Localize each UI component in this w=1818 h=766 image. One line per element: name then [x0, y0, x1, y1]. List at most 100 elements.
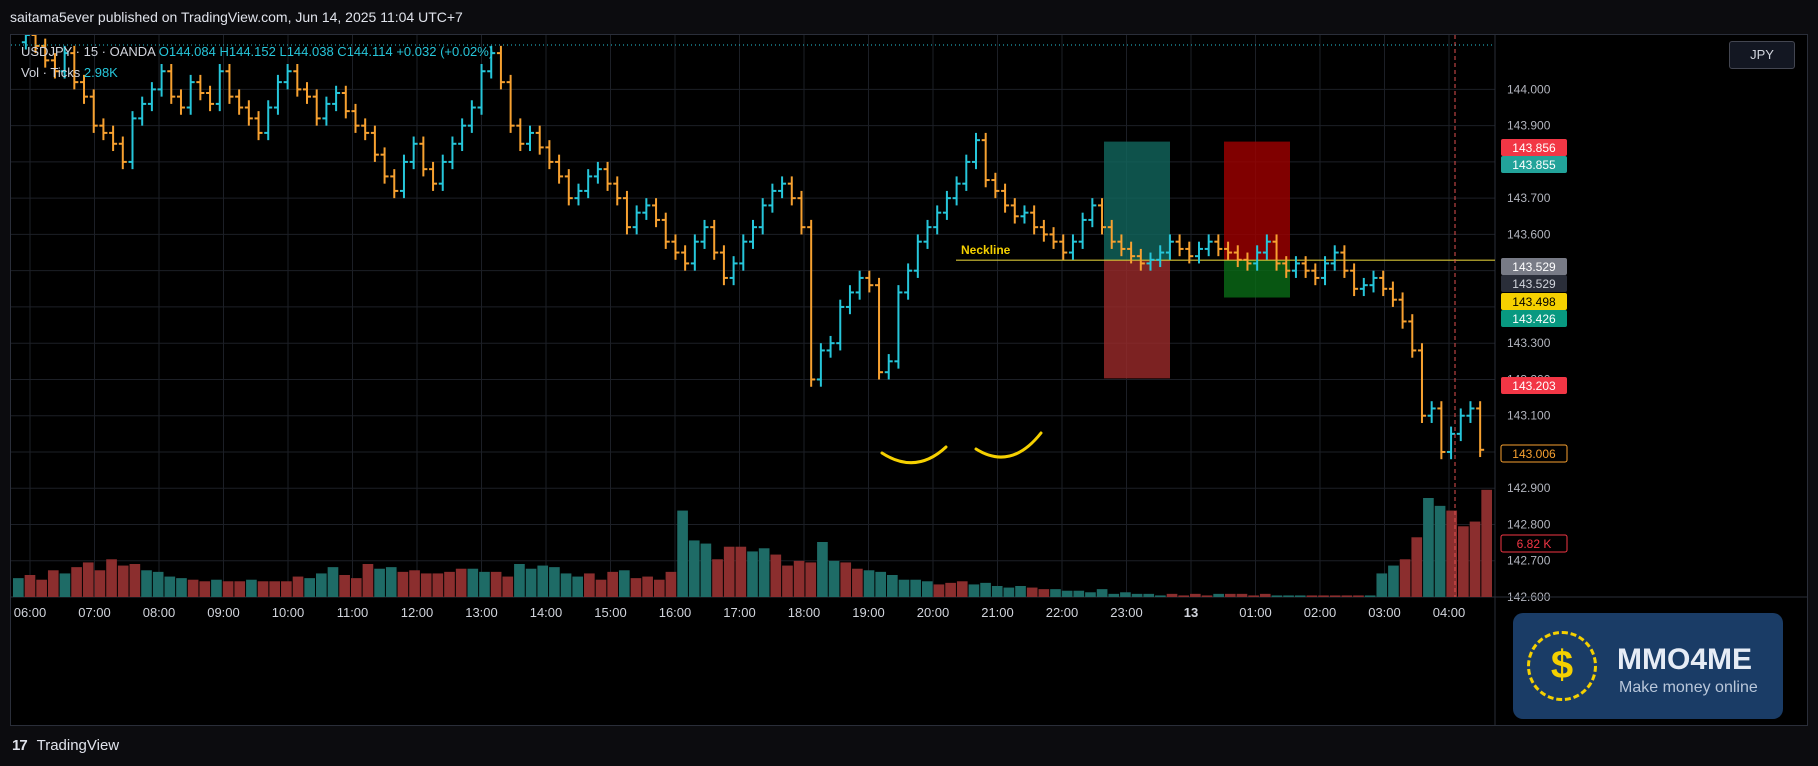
- volume-bar: [1038, 589, 1050, 597]
- ohlc-chart[interactable]: 144.000143.900143.800143.700143.600143.5…: [11, 35, 1808, 726]
- volume-bar: [653, 579, 665, 597]
- volume-bar: [350, 578, 362, 597]
- volume-bar: [1015, 586, 1026, 597]
- volume-bar: [549, 567, 560, 597]
- price-badge-label: 143.856: [1512, 141, 1556, 155]
- x-tick-label: 16:00: [659, 605, 692, 620]
- volume-bar: [840, 562, 852, 597]
- price-badge-label: 143.426: [1512, 312, 1556, 326]
- volume-bar: [956, 581, 968, 597]
- x-tick-label: 04:00: [1433, 605, 1466, 620]
- volume-bar: [339, 575, 350, 597]
- chart-legend: USDJPY · 15 · OANDA O144.084 H144.152 L1…: [21, 41, 493, 83]
- volume-bar: [432, 573, 444, 597]
- volume-bar: [281, 581, 292, 597]
- volume-bar: [677, 510, 688, 597]
- price-badge: [1500, 444, 1568, 463]
- volume-bar: [47, 570, 59, 597]
- volume-bar: [1469, 521, 1481, 597]
- volume-bar: [980, 582, 991, 597]
- price-badge-label: 143.529: [1512, 260, 1556, 274]
- volume-bar: [688, 540, 700, 597]
- volume-bar: [1423, 498, 1434, 597]
- volume-bar: [211, 579, 222, 597]
- volume-bar: [1364, 595, 1376, 597]
- volume-bar: [327, 567, 339, 597]
- volume-bar: [315, 573, 327, 597]
- volume-bar: [1376, 573, 1388, 597]
- x-tick-label: 09:00: [207, 605, 240, 620]
- volume-bar: [129, 564, 141, 597]
- volume-bar: [1353, 595, 1364, 597]
- x-tick-label: 06:00: [14, 605, 47, 620]
- volume-bar: [595, 579, 607, 597]
- volume-bar: [1458, 526, 1469, 597]
- y-tick-label: 144.000: [1507, 82, 1551, 96]
- volume-bar: [875, 571, 887, 597]
- x-tick-label: 11:00: [337, 605, 369, 620]
- volume-bar: [117, 565, 129, 597]
- volume-bar: [747, 551, 758, 597]
- publish-header: saitama5ever published on TradingView.co…: [10, 9, 463, 25]
- volume-bar: [712, 559, 723, 597]
- price-badge-label: 143.006: [1512, 447, 1556, 461]
- volume-bar: [141, 570, 152, 597]
- price-badge: [1501, 377, 1567, 394]
- x-tick-label: 22:00: [1046, 605, 1079, 620]
- volume-bar: [782, 565, 793, 597]
- x-tick-label: 01:00: [1239, 605, 1272, 620]
- volume-bar: [1131, 593, 1143, 597]
- volume-bar: [1201, 595, 1213, 597]
- price-badge: [1501, 156, 1567, 173]
- volume-bar: [898, 579, 910, 597]
- tradingview-logo-icon[interactable]: 17: [12, 737, 28, 754]
- chart-frame[interactable]: 144.000143.900143.800143.700143.600143.5…: [10, 34, 1808, 726]
- x-tick-label: 18:00: [788, 605, 821, 620]
- volume-bar: [385, 567, 397, 597]
- volume-bar: [1446, 510, 1458, 597]
- volume-bar: [222, 581, 234, 597]
- volume-bar: [991, 586, 1003, 597]
- volume-bar: [292, 576, 304, 597]
- volume-bar: [420, 573, 432, 597]
- x-tick-label: 19:00: [852, 605, 885, 620]
- dollar-coin-icon: $: [1527, 631, 1597, 701]
- volume-bar: [887, 575, 898, 597]
- volume-bar: [176, 578, 187, 597]
- footer-brand[interactable]: TradingView: [36, 737, 120, 754]
- volume-bar: [793, 560, 805, 597]
- volume-bar: [805, 562, 817, 597]
- x-tick-label: 21:00: [981, 605, 1014, 620]
- volume-bar: [362, 564, 374, 597]
- price-badge-label: 143.529: [1512, 277, 1556, 291]
- y-tick-label: 143.700: [1507, 191, 1551, 205]
- x-tick-label: 15:00: [594, 605, 627, 620]
- volume-bar: [945, 582, 956, 597]
- price-badge: [1501, 139, 1567, 156]
- x-tick-label: 14:00: [530, 605, 563, 620]
- price-badge: [1500, 534, 1568, 553]
- price-badge: [1501, 275, 1567, 292]
- volume-bar: [164, 576, 176, 597]
- legend-volume-value: 2.98K: [83, 65, 118, 80]
- volume-bar: [968, 584, 980, 597]
- volume-bar: [1434, 505, 1446, 597]
- y-tick-label: 142.800: [1507, 517, 1551, 531]
- legend-volume-label[interactable]: Vol · Ticks: [21, 65, 81, 80]
- legend-symbol[interactable]: USDJPY · 15 · OANDA: [21, 44, 156, 59]
- price-badge: [1501, 258, 1567, 275]
- y-tick-label: 142.900: [1507, 481, 1551, 495]
- bottom-mark-right: [974, 431, 1043, 459]
- volume-bar: [374, 568, 385, 597]
- volume-bar: [152, 571, 164, 597]
- volume-bar: [863, 570, 875, 597]
- volume-bar: [479, 571, 490, 597]
- volume-bar: [199, 581, 211, 597]
- legend-ohlc: O144.084 H144.152 L144.038 C144.114 +0.0…: [158, 44, 494, 59]
- x-tick-label: 13:00: [465, 605, 498, 620]
- volume-bar: [467, 568, 479, 597]
- short-loss-zone: [1224, 141, 1290, 261]
- volume-bar: [1283, 595, 1294, 597]
- currency-button[interactable]: JPY: [1729, 41, 1795, 69]
- volume-bar: [852, 568, 863, 597]
